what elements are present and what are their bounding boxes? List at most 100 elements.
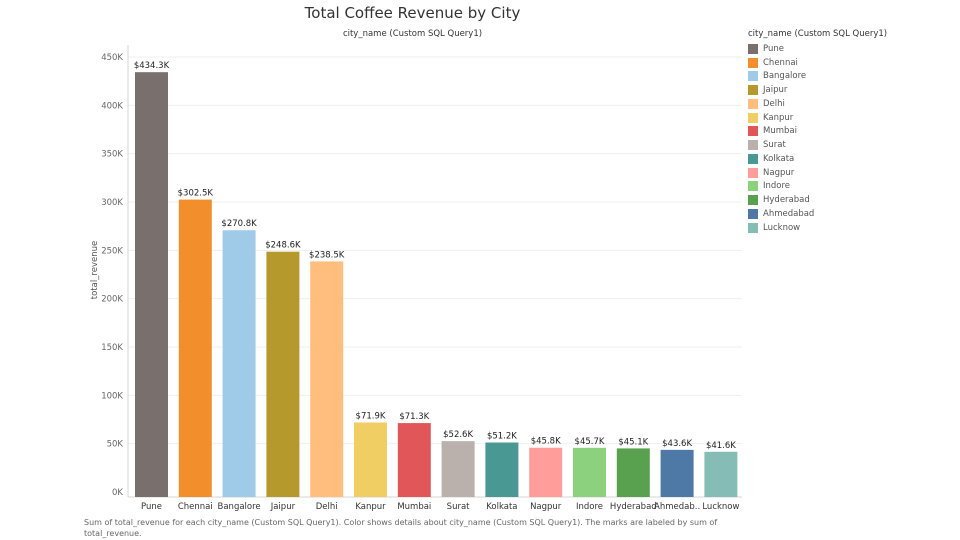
bar-bangalore [222, 230, 256, 497]
legend-item[interactable]: Jaipur [748, 83, 953, 97]
legend-title: city_name (Custom SQL Query1) [748, 29, 888, 39]
data-label: $45.1K [618, 437, 648, 447]
bar-delhi [310, 261, 344, 497]
bar-kanpur [354, 422, 387, 497]
x-tick-label: Delhi [316, 502, 338, 512]
x-tick-label: Kanpur [355, 502, 386, 512]
y-tick-label: 0K [112, 488, 123, 498]
x-tick-label: Mumbai [397, 502, 431, 512]
legend-swatch [748, 167, 758, 178]
x-tick-label: Pune [141, 502, 162, 512]
legend-item[interactable]: Pune [748, 42, 953, 56]
legend-swatch [748, 98, 758, 109]
legend-item[interactable]: Delhi [748, 97, 953, 111]
legend-swatch [748, 195, 758, 206]
data-label: $45.7K [575, 437, 605, 447]
legend-label: Delhi [763, 98, 785, 109]
data-label: $71.3K [399, 412, 429, 422]
legend-swatch [748, 153, 758, 164]
legend-label: Indore [763, 181, 791, 192]
data-label: $45.8K [531, 437, 561, 447]
legend-label: Jaipur [763, 85, 788, 96]
y-tick-label: 250K [101, 246, 123, 256]
bar-nagpur [529, 447, 563, 497]
legend-items: Pune Chennai Bangalore Jaipur Delhi Kanpur Mum… [748, 42, 953, 235]
legend-item[interactable]: Chennai [748, 56, 953, 70]
data-label: $71.9K [356, 411, 386, 421]
data-label: $238.5K [309, 250, 345, 260]
legend-label: Mumbai [763, 126, 797, 137]
legend-swatch [748, 112, 758, 123]
data-label: $52.6K [443, 430, 473, 440]
x-tick-label: Nagpur [530, 502, 562, 512]
legend-item[interactable]: Kanpur [748, 111, 953, 125]
data-label: $43.6K [662, 439, 692, 449]
bar-hyderabad [616, 448, 650, 497]
legend-swatch [748, 57, 758, 68]
bar-indore [573, 447, 606, 497]
chart-title: Total Coffee Revenue by City [304, 4, 521, 22]
y-tick-label: 300K [101, 198, 123, 208]
bar-chennai [178, 199, 212, 498]
legend-item[interactable]: Bangalore [748, 70, 953, 84]
y-tick-label: 350K [101, 150, 123, 160]
bar-jaipur [266, 251, 300, 497]
x-tick-label: Chennai [178, 502, 213, 512]
legend-swatch [748, 181, 758, 192]
bar-kolkata [485, 442, 519, 497]
x-tick-label: Jaipur [270, 502, 296, 512]
y-tick-label: 450K [101, 53, 123, 63]
legend-label: Kolkata [763, 153, 795, 164]
legend-label: Nagpur [763, 167, 795, 178]
legend-label: Ahmedabad [763, 208, 815, 219]
legend-item[interactable]: Kolkata [748, 152, 953, 166]
legend-label: Kanpur [763, 112, 794, 123]
legend-item[interactable]: Lucknow [748, 221, 953, 235]
chart-subtitle: city_name (Custom SQL Query1) [342, 29, 483, 39]
legend-swatch [748, 85, 758, 96]
legend-item[interactable]: Indore [748, 180, 953, 194]
legend-label: Bangalore [763, 71, 807, 82]
data-label: $434.3K [134, 61, 170, 71]
legend-swatch [748, 140, 758, 151]
legend-item[interactable]: Nagpur [748, 166, 953, 180]
y-tick-label: 200K [101, 295, 123, 305]
legend-label: Chennai [763, 57, 798, 68]
legend-swatch [748, 43, 758, 54]
legend-label: Pune [763, 43, 784, 54]
y-axis-title: total_revenue [90, 241, 100, 300]
x-tick-label: Surat [447, 502, 470, 512]
x-tick-label: Hyderabad [610, 502, 657, 512]
data-label: $270.8K [221, 219, 257, 229]
data-label: $41.6K [706, 441, 736, 451]
x-tick-label: Indore [576, 502, 603, 512]
legend-item[interactable]: Surat [748, 138, 953, 152]
bar-chart: 0K 50K 100K 150K 200K 250K 300K 350K 400K 450K tot… [90, 45, 742, 512]
y-tick-label: 150K [101, 343, 123, 353]
bar-lucknow [704, 451, 738, 497]
y-tick-label: 400K [101, 101, 123, 111]
legend-swatch [748, 208, 758, 219]
legend-label: Hyderabad [763, 195, 810, 206]
x-tick-label: Kolkata [486, 502, 517, 512]
legend-label: Lucknow [763, 222, 801, 233]
legend-item[interactable]: Ahmedabad [748, 207, 953, 221]
x-tick-label: Lucknow [702, 502, 739, 512]
legend-label: Surat [763, 140, 786, 151]
bar-mumbai [397, 423, 431, 497]
data-label: $302.5K [178, 189, 214, 199]
legend: city_name (Custom SQL Query1) Pune Chenna… [748, 29, 953, 235]
footer-caption: Sum of total_revenue for each city_name … [84, 518, 718, 538]
legend-swatch [748, 222, 758, 233]
x-tick-label: Ahmedab.. [654, 502, 700, 512]
legend-item[interactable]: Hyderabad [748, 193, 953, 207]
y-tick-label: 100K [101, 391, 123, 401]
legend-swatch [748, 126, 758, 137]
bar-ahmedab [660, 449, 694, 497]
data-label: $51.2K [487, 432, 517, 442]
y-tick-label: 50K [107, 440, 124, 450]
legend-item[interactable]: Mumbai [748, 125, 953, 139]
legend-swatch [748, 71, 758, 82]
x-tick-label: Bangalore [218, 502, 261, 512]
data-label: $248.6K [265, 241, 301, 251]
